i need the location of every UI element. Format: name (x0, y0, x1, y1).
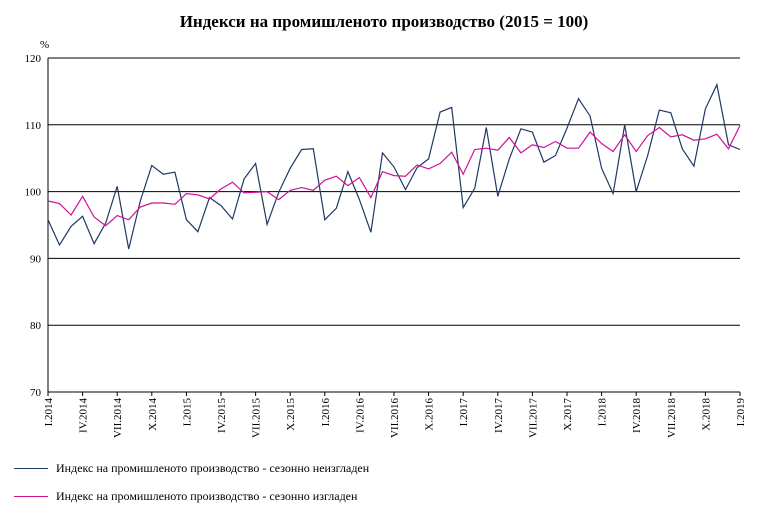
legend-label-adjusted: Индекс на промишленото производство - се… (56, 489, 358, 503)
x-tick-label: IV.2017 (493, 398, 505, 433)
x-tick-label: I.2014 (43, 398, 55, 427)
x-tick-label: I.2016 (320, 398, 332, 427)
series-line-adjusted (47, 125, 741, 227)
y-axis-ticks: 70 80 90 100 110 120 (25, 53, 42, 399)
y-tick-label: 110 (25, 120, 42, 132)
y-tick-label: 80 (30, 320, 42, 332)
legend-label-unadjusted: Индекс на промишленото производство - се… (56, 461, 370, 475)
legend-item-adjusted: Индекс на промишленото производство - се… (14, 489, 357, 504)
x-tick-label: I.2018 (597, 398, 609, 427)
x-tick-label: X.2015 (285, 398, 297, 431)
x-tick-label: X.2017 (562, 398, 574, 431)
y-axis-unit-label: % (40, 39, 49, 51)
chart-title: Индекси на промишленото производство (20… (179, 12, 589, 31)
legend-swatch-unadjusted (14, 468, 48, 469)
x-axis-ticks: I.2014 IV.2014 VII.2014 X.2014 I.2015 IV.2015… (43, 392, 747, 438)
x-tick-label: IV.2016 (354, 398, 366, 433)
y-tick-label: 100 (25, 187, 42, 199)
x-tick-label: X.2018 (700, 398, 712, 431)
legend-swatch-adjusted (14, 496, 48, 497)
x-tick-label: IV.2018 (631, 398, 643, 433)
y-tick-label: 70 (30, 387, 42, 399)
x-tick-label: VII.2015 (251, 398, 263, 439)
x-tick-label: I.2015 (181, 398, 193, 427)
gridlines (47, 57, 740, 393)
x-tick-label: I.2017 (458, 398, 470, 427)
legend-item-unadjusted: Индекс на промишленото производство - се… (14, 461, 369, 476)
series-line-unadjusted (47, 82, 741, 250)
x-tick-label: VII.2014 (112, 398, 124, 439)
x-tick-label: VII.2018 (666, 398, 678, 439)
x-tick-label: I.2019 (735, 398, 747, 427)
y-tick-label: 90 (30, 253, 42, 265)
x-tick-label: VII.2016 (389, 398, 401, 439)
x-tick-label: VII.2017 (527, 398, 539, 439)
x-tick-label: IV.2014 (78, 398, 90, 433)
x-tick-label: IV.2015 (216, 398, 228, 433)
series-lines (47, 82, 741, 250)
x-tick-label: X.2014 (147, 398, 159, 431)
x-tick-label: X.2016 (424, 398, 436, 431)
y-tick-label: 120 (25, 53, 42, 65)
